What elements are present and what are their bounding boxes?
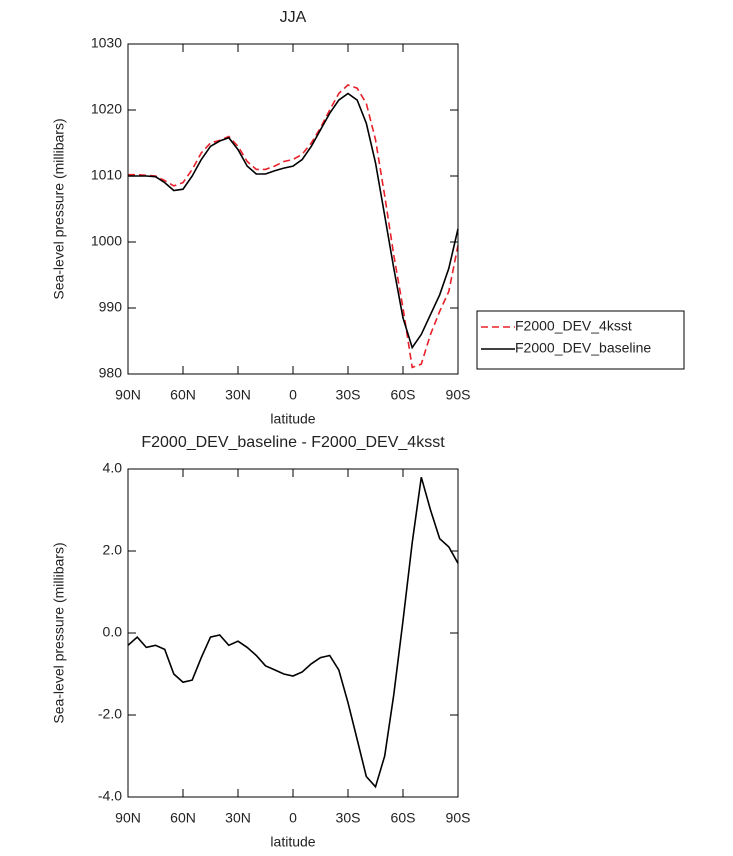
data-line bbox=[128, 83, 459, 369]
y-axis-label: Sea-level pressure (millibars) bbox=[51, 542, 67, 723]
x-axis-label: latitude bbox=[270, 411, 315, 427]
y-tick-label: 1010 bbox=[91, 167, 122, 183]
y-tick-label: 0.0 bbox=[103, 624, 123, 640]
x-axis-label: latitude bbox=[270, 834, 315, 850]
legend-label: F2000_DEV_baseline bbox=[515, 340, 651, 356]
y-tick-label: 2.0 bbox=[103, 542, 123, 558]
x-tick-label: 60S bbox=[391, 387, 416, 403]
data-line bbox=[128, 92, 459, 350]
x-tick-label: 30S bbox=[336, 387, 361, 403]
x-tick-label: 60N bbox=[170, 387, 196, 403]
y-tick-label: 4.0 bbox=[103, 460, 123, 476]
x-tick-label: 90N bbox=[115, 810, 141, 826]
chart-title: JJA bbox=[280, 9, 307, 26]
y-tick-label: -4.0 bbox=[98, 788, 122, 804]
x-tick-label: 90S bbox=[446, 810, 471, 826]
x-tick-label: 0 bbox=[289, 387, 297, 403]
x-tick-label: 0 bbox=[289, 810, 297, 826]
x-tick-label: 60S bbox=[391, 810, 416, 826]
plot-frame bbox=[127, 43, 459, 375]
legend-label: F2000_DEV_4ksst bbox=[515, 318, 632, 334]
x-tick-label: 30N bbox=[225, 387, 251, 403]
chart-title: F2000_DEV_baseline - F2000_DEV_4ksst bbox=[141, 434, 445, 451]
y-tick-label: 1020 bbox=[91, 101, 122, 117]
x-tick-label: 30S bbox=[336, 810, 361, 826]
y-tick-label: 1030 bbox=[91, 35, 122, 51]
x-tick-label: 60N bbox=[170, 810, 196, 826]
x-tick-label: 90N bbox=[115, 387, 141, 403]
y-tick-label: 990 bbox=[99, 299, 123, 315]
legend-box bbox=[476, 310, 685, 370]
y-tick-label: 1000 bbox=[91, 233, 122, 249]
x-tick-label: 30N bbox=[225, 810, 251, 826]
y-tick-label: -2.0 bbox=[98, 706, 122, 722]
plot-frame bbox=[127, 468, 459, 798]
x-tick-label: 90S bbox=[446, 387, 471, 403]
y-axis-label: Sea-level pressure (millibars) bbox=[51, 118, 67, 299]
data-line bbox=[127, 476, 459, 789]
y-tick-label: 980 bbox=[99, 365, 123, 381]
